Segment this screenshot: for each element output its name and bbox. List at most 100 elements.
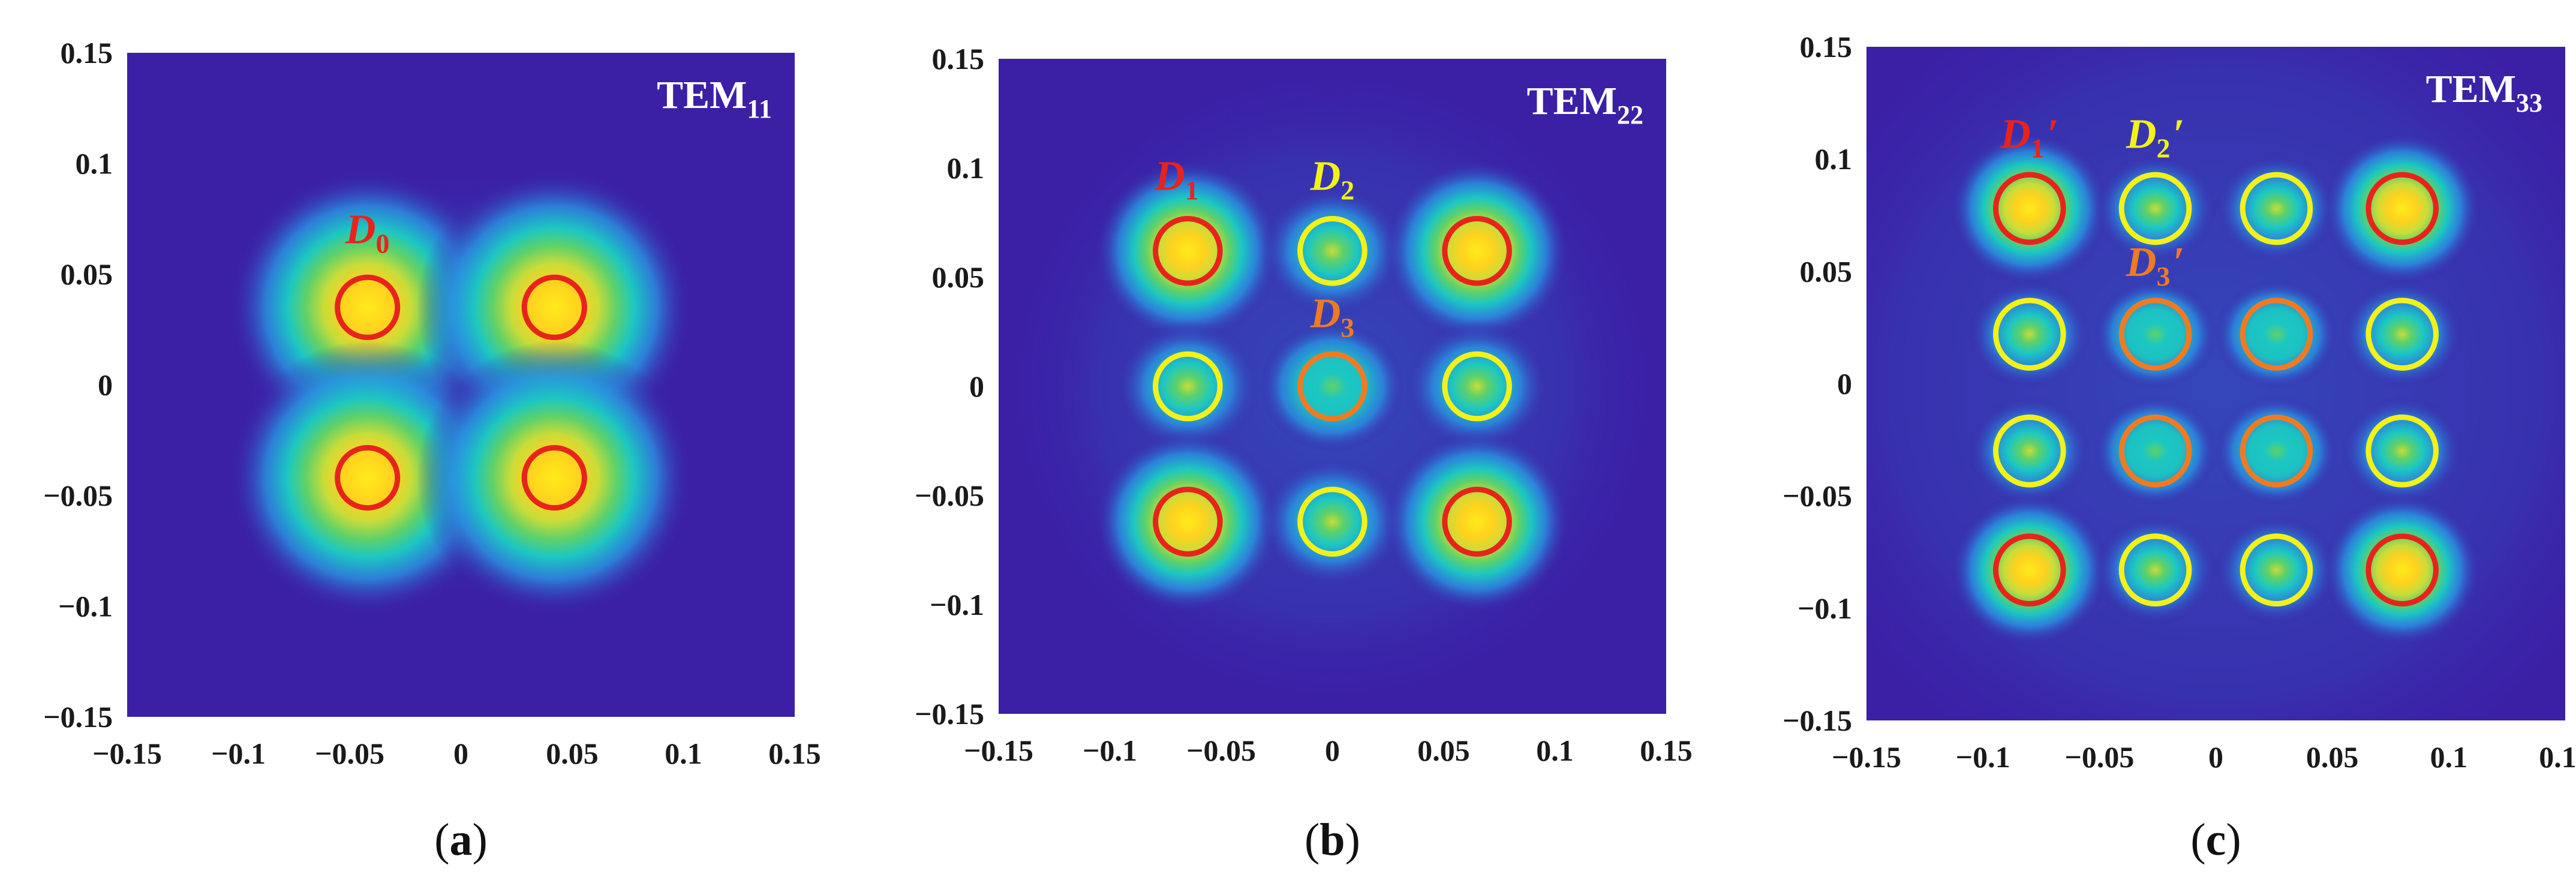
intensity-lobe xyxy=(1114,320,1261,453)
x-tick-label: 0 xyxy=(453,737,468,770)
x-tick-label: 0.1 xyxy=(1536,734,1574,767)
x-tick-label: −0.1 xyxy=(1956,740,2010,774)
mode-title: TEM33 xyxy=(2426,67,2542,118)
panel-caption: (c) xyxy=(2190,815,2241,865)
y-tick-label: 0.1 xyxy=(1815,142,1853,176)
detector-label: D3 xyxy=(1310,291,1355,343)
intensity-lobe xyxy=(1950,493,2109,647)
x-tick-label: −0.15 xyxy=(964,734,1033,767)
detector-circle xyxy=(1297,216,1367,286)
detector-circle xyxy=(2240,298,2313,371)
panel-caption: (b) xyxy=(1304,815,1360,865)
y-tick-label: 0.15 xyxy=(61,36,113,70)
x-tick-label: 0.05 xyxy=(1417,734,1470,767)
y-tick-label: −0.15 xyxy=(915,697,984,731)
x-tick-label: 0 xyxy=(1325,734,1340,767)
detector-label: D2′ xyxy=(2126,111,2184,163)
panel-a: D0 TEM11 −0.15 −0.1 −0.05 0 0.05 0.1 0.15 0.15 0.1… xyxy=(43,36,821,865)
detector-circle xyxy=(1153,351,1223,422)
detector-circle xyxy=(2118,298,2192,371)
x-tick-label: 0 xyxy=(2208,740,2223,774)
panel-caption: (a) xyxy=(434,815,488,865)
intensity-lobe xyxy=(2323,132,2482,285)
intensity-lobe xyxy=(1404,320,1550,453)
detector-circle xyxy=(1153,216,1223,286)
y-tick-label: −0.1 xyxy=(1798,591,1852,625)
x-tick-label: −0.05 xyxy=(315,737,384,770)
y-tick-label: 0.1 xyxy=(947,151,985,185)
detector-circle xyxy=(1297,486,1367,557)
y-tick-label: −0.05 xyxy=(915,479,984,512)
y-tick-label: −0.05 xyxy=(1783,479,1852,513)
intensity-field xyxy=(229,166,693,615)
x-tick-label: −0.1 xyxy=(211,737,266,770)
mode-title: TEM11 xyxy=(657,73,772,124)
intensity-lobe xyxy=(2093,279,2217,389)
y-tick-label: 0 xyxy=(1837,367,1852,401)
detector-label: D0 xyxy=(345,206,390,259)
detector-label: D3′ xyxy=(2126,239,2184,292)
detector-circle xyxy=(2240,172,2313,245)
y-tick-label: 0 xyxy=(969,370,984,403)
x-tick-label: 0.15 xyxy=(768,737,821,770)
intensity-lobe xyxy=(2214,515,2338,625)
detector-circle xyxy=(521,274,587,340)
detector-circle xyxy=(2118,414,2192,488)
intensity-lobe xyxy=(1259,320,1406,453)
intensity-lobe xyxy=(1383,430,1571,614)
y-tick-label: −0.15 xyxy=(43,700,113,734)
y-tick-label: −0.05 xyxy=(43,479,113,512)
y-tick-label: −0.15 xyxy=(1783,704,1852,737)
detector-circle xyxy=(2365,298,2439,371)
detector-circle xyxy=(2365,533,2439,607)
y-tick-label: −0.1 xyxy=(930,588,984,621)
y-tick-label: 0.05 xyxy=(1800,254,1853,288)
intensity-lobe xyxy=(2093,515,2217,625)
intensity-lobe xyxy=(2093,396,2217,506)
intensity-lobe xyxy=(1950,132,2109,285)
x-tick-label: −0.05 xyxy=(1186,734,1256,767)
intensity-lobe xyxy=(1967,396,2091,506)
detector-circle xyxy=(2240,414,2313,488)
detector-circle xyxy=(1993,533,2066,607)
intensity-lobe xyxy=(2214,396,2338,506)
intensity-field xyxy=(1866,47,2565,720)
y-tick-label: 0.15 xyxy=(1800,30,1853,64)
detector-circle xyxy=(2365,414,2439,488)
x-tick-label: 0.1 xyxy=(665,737,702,770)
x-tick-label: 0.05 xyxy=(2306,740,2359,774)
x-tick-label: −0.05 xyxy=(2064,740,2134,774)
intensity-lobe xyxy=(2340,396,2464,506)
panel-c: D1′ D2′ D3′ TEM33 −0.15 −0.1 −0.05 0 0.05 0.1 0.15… xyxy=(1783,30,2576,865)
detector-circle xyxy=(2240,533,2313,607)
mode-title: TEM22 xyxy=(1527,79,1643,130)
intensity-lobe xyxy=(2093,153,2217,264)
intensity-lobe xyxy=(1383,159,1571,343)
x-tick-label: 0.1 xyxy=(2430,740,2468,774)
y-tick-label: 0.05 xyxy=(61,257,113,291)
detector-circle xyxy=(1442,486,1512,557)
x-tick-label: 0.15 xyxy=(1640,734,1693,767)
detector-circle xyxy=(335,274,401,340)
detector-circle xyxy=(1153,486,1223,557)
y-tick-label: 0 xyxy=(98,368,113,402)
intensity-lobe xyxy=(2323,493,2482,647)
x-tick-label: −0.15 xyxy=(92,737,162,770)
y-tick-label: 0.1 xyxy=(76,147,113,181)
intensity-lobe xyxy=(1094,430,1282,614)
detector-circle xyxy=(1297,351,1367,422)
detector-label: D2 xyxy=(1310,153,1355,205)
detector-circle xyxy=(2118,533,2192,607)
detector-circle xyxy=(1442,216,1512,286)
detector-circle xyxy=(1993,298,2066,371)
x-tick-label: −0.1 xyxy=(1083,734,1137,767)
detector-label: D1′ xyxy=(2000,111,2058,163)
detector-circle xyxy=(1442,351,1512,422)
detector-circle xyxy=(1993,172,2066,245)
y-tick-label: −0.1 xyxy=(58,590,113,623)
detector-circle xyxy=(1993,414,2066,488)
intensity-lobe xyxy=(2214,279,2338,389)
intensity-lobe xyxy=(1967,279,2091,389)
x-tick-label: 0.05 xyxy=(546,737,599,770)
